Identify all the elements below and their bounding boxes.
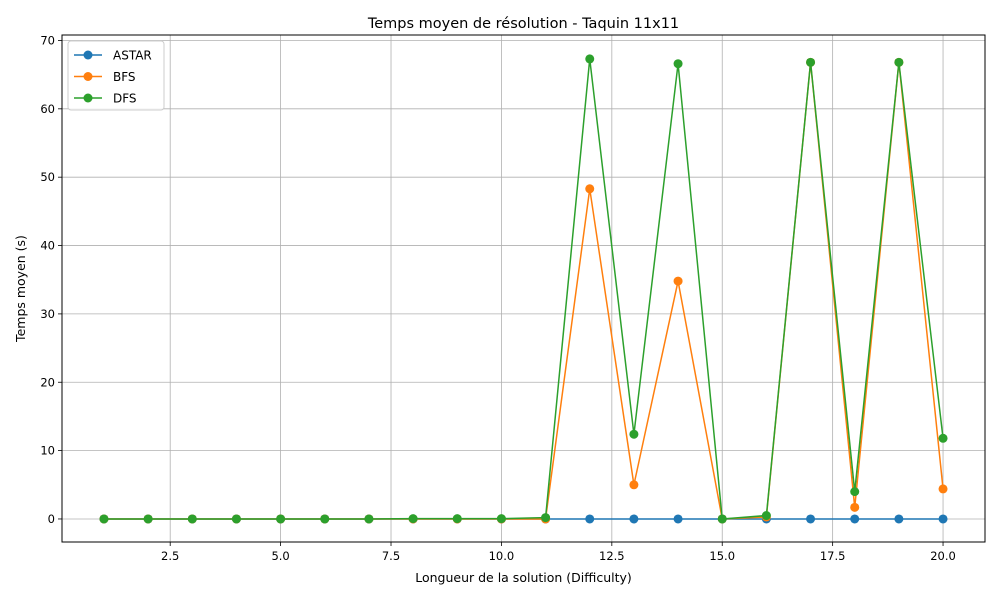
x-tick-label: 10.0 (489, 549, 515, 563)
series-bfs (99, 57, 948, 524)
data-point-dfs (276, 514, 286, 524)
data-point-dfs (452, 514, 462, 524)
data-point-astar (629, 514, 639, 524)
legend-marker-bfs (83, 72, 93, 81)
data-point-dfs (850, 487, 860, 497)
data-point-bfs (673, 276, 683, 286)
y-tick-label: 20 (40, 375, 55, 389)
data-point-dfs (541, 513, 551, 523)
data-point-astar (673, 514, 683, 524)
plot-frame (61, 34, 986, 543)
legend-marker-dfs (83, 93, 93, 103)
data-point-bfs (585, 184, 595, 194)
data-point-bfs (850, 502, 860, 512)
legend-label-bfs: BFS (113, 70, 136, 84)
series-dfs (99, 54, 948, 524)
data-point-dfs (761, 511, 771, 521)
data-point-dfs (408, 514, 418, 524)
y-axis-label: Temps moyen (s) (13, 235, 28, 343)
legend-label-astar: ASTAR (113, 49, 152, 63)
series-layer (99, 54, 948, 524)
data-point-astar (850, 514, 860, 524)
x-axis-label: Longueur de la solution (Difficulty) (415, 570, 632, 585)
data-point-bfs (629, 480, 639, 490)
data-point-dfs (894, 57, 904, 67)
x-tick-label: 15.0 (709, 549, 735, 563)
y-tick-label: 30 (40, 307, 55, 321)
x-tick-label: 17.5 (820, 549, 846, 563)
data-point-dfs (364, 514, 374, 524)
grid-lines (62, 35, 985, 542)
x-tick-label: 20.0 (930, 549, 956, 563)
data-point-astar (938, 514, 948, 524)
data-point-dfs (938, 433, 948, 443)
x-tick-label: 2.5 (161, 549, 179, 563)
y-tick-label: 40 (40, 239, 55, 253)
legend-box (67, 40, 165, 111)
series-line-dfs (103, 58, 944, 520)
x-axis-ticks: 2.5 5.0 7.5 10.0 12.5 15.0 17.5 20.0 (161, 542, 956, 563)
y-axis-ticks: 0 10 20 30 40 50 60 70 (40, 33, 62, 526)
data-point-astar (806, 514, 816, 524)
data-point-dfs (806, 57, 816, 67)
data-point-dfs (496, 514, 506, 524)
y-tick-label: 60 (40, 102, 55, 116)
data-point-dfs (673, 59, 683, 69)
y-tick-label: 10 (40, 444, 55, 458)
data-point-bfs (938, 484, 948, 494)
legend-marker-astar (83, 50, 93, 60)
data-point-dfs (629, 429, 639, 439)
data-point-dfs (143, 514, 153, 524)
x-tick-label: 12.5 (599, 549, 625, 563)
y-tick-label: 0 (48, 512, 55, 526)
chart-title: Temps moyen de résolution - Taquin 11x11 (367, 16, 679, 32)
legend: ASTAR BFS DFS (67, 40, 165, 111)
x-tick-label: 7.5 (382, 549, 400, 563)
data-point-dfs (320, 514, 330, 524)
data-point-dfs (187, 514, 197, 524)
data-point-dfs (99, 514, 109, 524)
data-point-dfs (231, 514, 241, 524)
legend-label-dfs: DFS (113, 92, 137, 106)
y-tick-label: 70 (40, 33, 55, 47)
y-tick-label: 50 (40, 170, 55, 184)
data-point-astar (894, 514, 904, 524)
data-point-dfs (717, 514, 727, 524)
data-point-dfs (585, 54, 595, 64)
data-point-astar (585, 514, 595, 524)
x-tick-label: 5.0 (271, 549, 289, 563)
